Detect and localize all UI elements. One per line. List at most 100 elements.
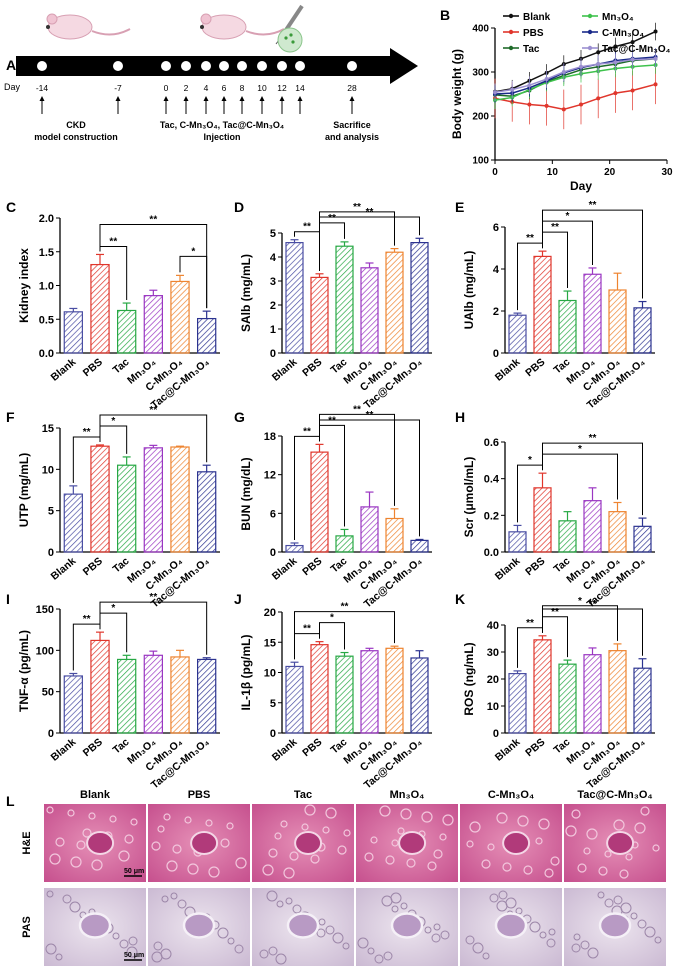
tubule <box>170 892 178 900</box>
panel-letter-b: B <box>440 7 450 23</box>
tubule <box>337 845 347 855</box>
tubule <box>205 819 213 827</box>
y-tick-label: 50 <box>42 687 54 699</box>
bar-c-mn3o4 <box>385 647 404 734</box>
bar-mn3o4 <box>360 267 379 354</box>
tubule <box>620 902 632 914</box>
timeline-tick-arrowhead <box>183 96 189 101</box>
significance-label: * <box>111 416 115 427</box>
tubule <box>544 868 554 878</box>
timeline-marker <box>347 61 357 71</box>
tubule <box>177 899 187 909</box>
bar-blank <box>508 314 527 354</box>
bar-tac-c-mn3o4 <box>633 307 652 354</box>
panel-letter-l: L <box>6 793 15 809</box>
data-point <box>653 29 658 34</box>
significance-label: ** <box>109 236 117 247</box>
tubule <box>62 894 72 904</box>
significance-label: ** <box>328 213 336 224</box>
tubule <box>397 827 405 835</box>
tubule <box>496 812 508 824</box>
tubule <box>69 901 81 913</box>
tubule <box>546 938 556 948</box>
tubule <box>400 808 412 820</box>
panel-letter-c: C <box>6 199 16 215</box>
data-point <box>653 56 658 61</box>
significance-bracket <box>319 419 420 537</box>
bar-tac-c-mn3o4 <box>410 242 429 354</box>
tubule <box>220 838 230 848</box>
significance-label: ** <box>551 222 559 233</box>
bar-tac-c-mn3o4 <box>410 657 429 734</box>
timeline-tick-arrowhead <box>221 96 227 101</box>
tubule <box>343 829 351 837</box>
y-tick-label: 0 <box>48 547 54 559</box>
timeline-day-label: 10 <box>257 83 267 93</box>
bar-tac-c-mn3o4 <box>633 525 652 553</box>
tubule <box>49 853 61 865</box>
tubule <box>390 892 402 904</box>
tubule <box>262 864 274 876</box>
tubule <box>442 814 454 826</box>
tubule <box>654 936 662 944</box>
tubule <box>160 948 172 960</box>
tubule <box>597 891 605 899</box>
timeline-day-label: -14 <box>36 83 49 93</box>
scale-bar-label: 50 μm <box>124 868 144 875</box>
bar-tac <box>335 535 354 553</box>
tubule <box>502 862 512 872</box>
x-tick-label: Blank <box>493 736 523 764</box>
significance-bracket <box>542 209 643 299</box>
timeline-marker <box>237 61 247 71</box>
tubule <box>325 807 337 819</box>
tubule <box>76 840 86 850</box>
tubule <box>367 947 375 955</box>
tubule <box>571 809 581 819</box>
timeline-day-label: 6 <box>222 83 227 93</box>
timeline-marker <box>113 61 123 71</box>
bar-blank <box>63 493 84 553</box>
y-tick-label: 150 <box>36 604 54 616</box>
y-tick-label: 0.2 <box>484 510 499 522</box>
bar-tac <box>116 309 137 354</box>
tubule <box>613 819 625 831</box>
y-axis-label: UTP (mg/mL) <box>17 453 31 527</box>
bar-blank <box>508 531 527 553</box>
bar-mn3o4 <box>583 654 602 734</box>
significance-label: ** <box>83 427 91 438</box>
y-tick-label: 0.0 <box>39 348 54 360</box>
tubule <box>487 843 495 851</box>
y-tick-label: 40 <box>487 620 499 632</box>
x-tick-label: PBS <box>81 555 105 578</box>
tubule <box>374 954 384 964</box>
timeline-marker <box>295 61 305 71</box>
tubule <box>268 848 278 858</box>
tubule <box>529 921 541 933</box>
y-tick-label: 0.0 <box>484 547 499 559</box>
glomerulus <box>182 912 216 939</box>
timeline-marker <box>219 61 229 71</box>
glomerulus <box>78 912 112 939</box>
bar-pbs <box>310 644 329 734</box>
x-tick-label: PBS <box>300 356 324 379</box>
data-point <box>630 57 635 62</box>
x-tick-label: 0 <box>492 167 498 178</box>
tubule <box>370 836 378 844</box>
x-axis-label: Day <box>570 179 592 193</box>
significance-label: ** <box>551 607 559 618</box>
y-tick-label: 6 <box>270 508 276 520</box>
sacrifice-caption-line2: and analysis <box>325 132 379 142</box>
tubule <box>379 805 391 817</box>
panel-l-histology: L Blank PBS Tac Mn₃O₄ C-Mn₃O₄ Tac@C-Mn₃O₄ H&E P… <box>6 789 666 966</box>
y-tick-label: 1 <box>270 324 276 336</box>
y-tick-label: 10 <box>264 668 276 680</box>
tubule <box>619 869 629 879</box>
significance-label: ** <box>328 415 336 426</box>
tubule <box>357 937 369 949</box>
legend-label: Tac@C-Mn₃O₄ <box>602 44 671 55</box>
timeline-tick-arrowhead <box>115 96 121 101</box>
glomerulus <box>606 831 635 855</box>
bar-blank <box>508 672 527 734</box>
